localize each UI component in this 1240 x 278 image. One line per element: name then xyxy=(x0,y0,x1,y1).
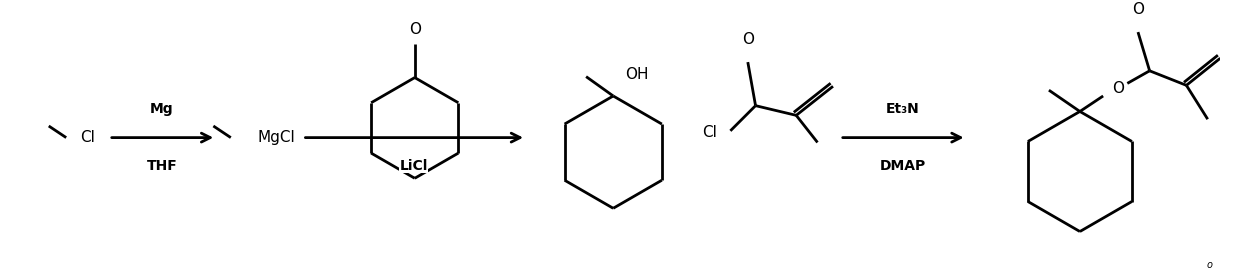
Text: THF: THF xyxy=(146,159,177,173)
Text: LiCl: LiCl xyxy=(399,159,428,173)
Text: O: O xyxy=(1132,2,1145,17)
Text: Cl: Cl xyxy=(79,130,94,145)
Text: O: O xyxy=(1112,81,1125,96)
Text: OH: OH xyxy=(625,68,649,82)
Text: DMAP: DMAP xyxy=(879,159,926,173)
Text: Cl: Cl xyxy=(702,125,717,140)
Text: Et₃N: Et₃N xyxy=(885,102,920,116)
Text: MgCl: MgCl xyxy=(258,130,295,145)
Text: Mg: Mg xyxy=(150,102,174,116)
Text: O: O xyxy=(742,32,754,47)
Text: O: O xyxy=(409,22,420,37)
Text: o: o xyxy=(1207,260,1213,270)
